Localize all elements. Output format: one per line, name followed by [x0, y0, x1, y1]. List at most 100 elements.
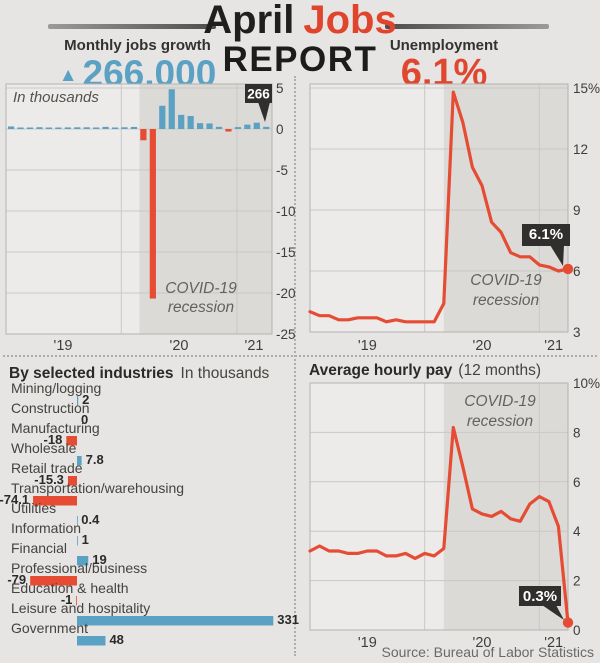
jobs-bar [234, 127, 241, 129]
chart-unit-note: In thousands [13, 89, 99, 106]
x-axis-label: '19 [54, 338, 73, 354]
recession-label-line2: recession [168, 299, 234, 316]
industry-label: Leisure and hospitality [11, 600, 150, 616]
plot-border [309, 382, 569, 631]
industry-label: Financial [11, 540, 67, 556]
jobs-bar [215, 126, 223, 129]
jobs-bar [36, 127, 43, 129]
jobs-bar [64, 127, 71, 129]
industry-label: Information [11, 520, 81, 536]
callout-box [519, 586, 561, 606]
endpoint-dot [562, 617, 574, 628]
recession-label-line2: recession [467, 413, 533, 430]
page-title-line2: REPORT [222, 40, 378, 79]
industry-value: -1 [61, 592, 73, 607]
y-axis-label: 4 [573, 524, 581, 539]
industry-bar [77, 556, 89, 566]
industry-value: -74.1 [0, 492, 29, 507]
x-axis-label: '21 [544, 635, 563, 651]
monthly-jobs-growth-chart: In thousands COVID-19 recession '19 '20 '21 5 0… [5, 81, 296, 354]
industry-label: Professional/business [11, 560, 147, 576]
recession-label-line1: COVID-19 [165, 280, 237, 297]
industry-bar [77, 516, 78, 526]
plot-border [309, 83, 569, 333]
jobs-bar [83, 127, 90, 129]
jobs-bar [178, 114, 185, 129]
jobs-bar [74, 127, 81, 129]
industry-bar [77, 456, 82, 466]
industry-label: Wholesale [11, 440, 77, 456]
y-axis-label: -5 [276, 163, 288, 178]
x-axis-label: '21 [245, 338, 264, 354]
recession-label-line1: COVID-19 [464, 393, 536, 410]
jobs-bar [45, 127, 52, 129]
industry-value: -79 [7, 572, 26, 587]
data-line [308, 425, 570, 625]
callout-box [522, 224, 570, 246]
horizontal-dotted-divider [3, 355, 597, 357]
jobs-bar [26, 127, 34, 129]
x-axis-label: '19 [358, 338, 377, 354]
y-axis-label: 9 [573, 203, 581, 218]
industry-label: Transportation/warehousing [11, 480, 184, 496]
industry-label: Retail trade [11, 460, 83, 476]
jobs-bar [263, 126, 270, 129]
monthly-jobs-growth-label: Monthly jobs growth [64, 37, 211, 54]
page-title-word-april: April [203, 0, 295, 42]
y-axis-label: 0 [573, 623, 581, 638]
y-axis-label: 12 [573, 142, 588, 157]
jobs-bar [197, 123, 204, 129]
industry-value: 1 [82, 532, 89, 547]
jobs-bar [149, 129, 156, 299]
y-axis-label: 2 [573, 574, 581, 589]
source-credit: Source: Bureau of Labor Statistics [381, 644, 594, 660]
y-axis-label: 15% [573, 81, 600, 96]
jobs-bar [159, 105, 166, 129]
industry-value: 2 [82, 392, 89, 407]
unemployment-rate-chart: COVID-19 recession 6.1% '19 '20 '21 15% 12 9 6 3 [308, 81, 600, 354]
jobs-bar [130, 126, 138, 129]
endpoint-dot [562, 263, 574, 275]
industry-label: Government [11, 620, 88, 636]
data-line [308, 90, 570, 324]
average-hourly-pay-chart: COVID-19 recession 0.3% '19 '20 '21 10% 8 6 4 2 0 Av… [308, 362, 600, 651]
jobs-bar [187, 116, 194, 129]
jobs-bar [102, 126, 109, 129]
callout-value: 6.1% [529, 226, 563, 243]
up-triangle-icon: ▲ [58, 65, 78, 86]
recession-label-line1: COVID-19 [470, 272, 542, 289]
industry-value: 19 [92, 552, 106, 567]
jobs-bar [206, 123, 213, 129]
industry-label: Education & health [11, 580, 129, 596]
industry-value: 0 [81, 412, 88, 427]
jobs-bar [111, 127, 119, 129]
callout-pointer [550, 245, 564, 266]
callout-value: 266 [247, 87, 270, 102]
jobs-bar [55, 127, 62, 129]
header-rule-left [48, 24, 216, 29]
industry-label: Construction [11, 400, 90, 416]
y-axis-label: 0 [276, 122, 284, 137]
page-title-word-jobs: Jobs [303, 0, 397, 42]
industry-value: 0.4 [81, 512, 100, 527]
jobs-bar [225, 129, 232, 132]
callout-pointer [542, 605, 564, 620]
jobs-bar [121, 127, 128, 129]
x-axis-label: '20 [170, 338, 189, 354]
industry-bar [77, 636, 106, 646]
page-title: April Jobs [0, 0, 600, 42]
industry-bar [66, 436, 77, 446]
header-rule-right [385, 24, 549, 29]
y-axis-label: 10% [573, 376, 600, 391]
industry-bar [77, 536, 78, 546]
jobs-bar [17, 127, 24, 129]
industry-label: Manufacturing [11, 420, 100, 436]
jobs-bar [93, 127, 100, 129]
y-axis-label: 6 [573, 264, 581, 279]
callout-box [245, 84, 272, 103]
callout-pointer [258, 102, 270, 122]
jobs-bar [253, 122, 260, 129]
industry-label: Utilities [11, 500, 56, 516]
x-axis-label: '20 [473, 338, 492, 354]
industry-bar [77, 616, 274, 626]
